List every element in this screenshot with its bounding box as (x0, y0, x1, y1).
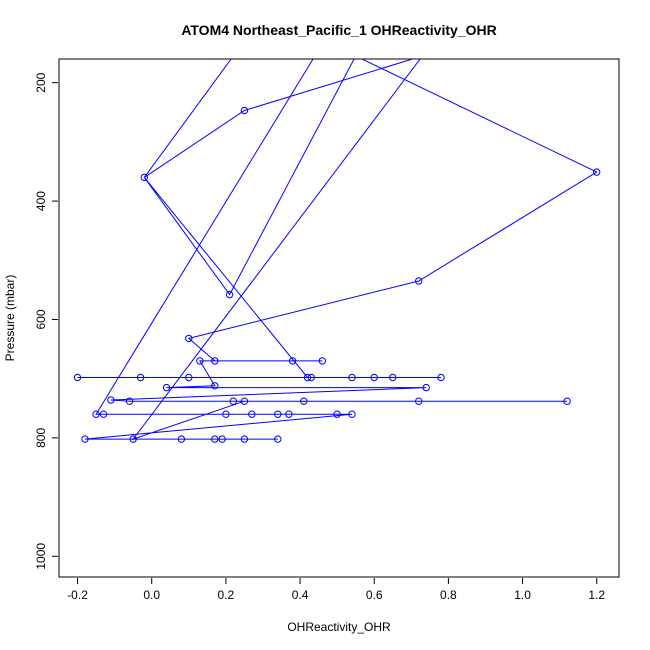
y-tick-label: 600 (34, 309, 48, 329)
x-tick-label: 0.2 (218, 588, 235, 602)
data-point (303, 373, 312, 382)
data-point (225, 290, 234, 299)
data-point (593, 168, 601, 176)
y-tick-label: 800 (34, 428, 48, 448)
data-point (370, 373, 378, 382)
data-point (274, 410, 282, 418)
data-point (240, 397, 249, 405)
data-point (73, 373, 82, 382)
data-point (288, 357, 297, 365)
x-tick-label: 0.8 (440, 588, 457, 602)
data-point (185, 334, 193, 343)
chart-title: ATOM4 Northeast_Pacific_1 OHReactivity_O… (181, 22, 496, 38)
data-point (162, 383, 171, 392)
data-point (437, 373, 445, 382)
data-point (211, 435, 219, 443)
data-point (240, 435, 249, 443)
data-point (211, 357, 219, 365)
plot-frame (58, 58, 620, 578)
y-tick-label: 200 (34, 72, 48, 92)
data-point (99, 410, 108, 418)
data-point (140, 173, 149, 182)
data-point (196, 357, 204, 365)
data-point (229, 397, 238, 405)
x-tick-label: 1.0 (514, 588, 531, 602)
x-tick-label: 0.6 (366, 588, 383, 602)
data-point (177, 435, 186, 443)
data-point (318, 357, 326, 365)
data-point (333, 410, 341, 418)
data-point (136, 373, 145, 382)
data-point (389, 373, 397, 382)
y-tick-label: 1000 (34, 543, 48, 570)
data-point (285, 410, 293, 418)
data-point (218, 435, 226, 443)
data-point (422, 383, 430, 392)
data-point (274, 435, 282, 443)
data-point (248, 410, 256, 418)
data-point (92, 410, 100, 418)
data-point (211, 382, 219, 390)
x-tick-label: -0.2 (67, 588, 88, 602)
x-tick-label: 0.4 (292, 588, 309, 602)
data-point (222, 410, 230, 418)
data-point (300, 397, 308, 405)
data-point (81, 435, 89, 443)
data-point (107, 396, 115, 404)
data-point (415, 277, 423, 285)
series-line (77, 59, 598, 441)
y-axis-label: Pressure (mbar) (3, 275, 17, 362)
data-point (125, 397, 134, 405)
data-point (348, 373, 356, 382)
plot-area (73, 59, 601, 443)
data-point (415, 397, 423, 405)
x-tick-label: 0.0 (143, 588, 160, 602)
y-tick-label: 400 (34, 191, 48, 211)
x-tick-label: 1.2 (588, 588, 605, 602)
data-point (185, 373, 193, 382)
data-point (348, 410, 356, 418)
x-axis: -0.2 0.0 0.2 0.4 0.6 0.8 1.0 1.2 (67, 578, 605, 602)
data-point (307, 373, 315, 382)
series-0 (73, 59, 601, 443)
x-axis-label: OHReactivity_OHR (287, 620, 391, 634)
y-axis: 200 400 600 800 1000 (34, 72, 58, 570)
data-point (240, 106, 249, 115)
data-point (129, 435, 137, 443)
data-point (563, 397, 571, 405)
